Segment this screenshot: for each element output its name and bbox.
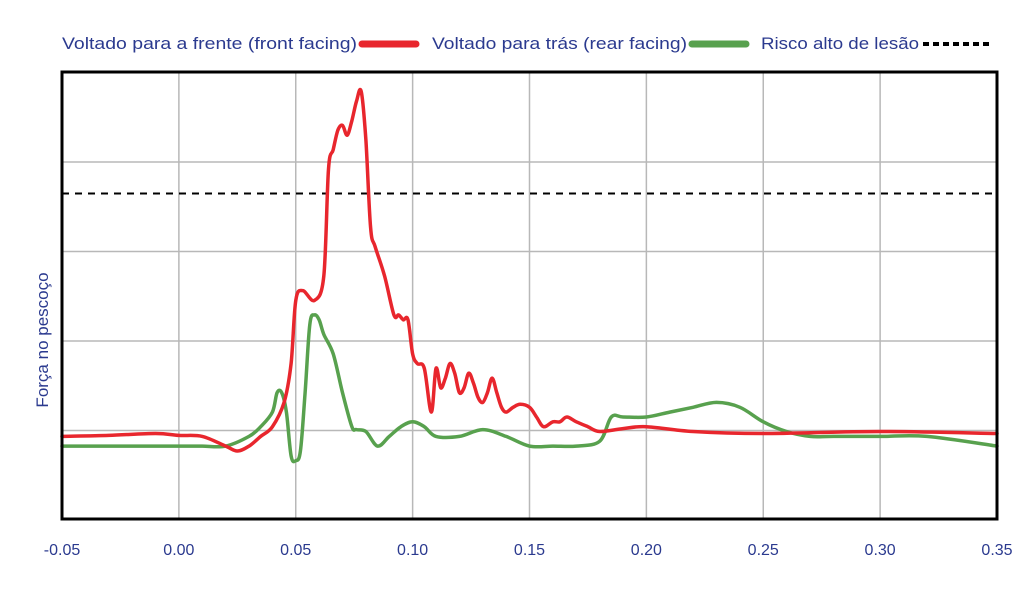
x-tick-label: 0.15	[514, 542, 545, 559]
x-tick-label: 0.20	[631, 542, 662, 559]
x-tick-label: 0.25	[748, 542, 779, 559]
legend-label: Risco alto de lesão	[761, 34, 919, 53]
x-tick-label: 0.00	[163, 542, 194, 559]
x-tick-label: 0.30	[865, 542, 896, 559]
front-facing-series-line	[60, 87, 999, 453]
rear-facing-series-line	[60, 313, 999, 464]
legend-item-2: Voltado para trás (rear facing)	[432, 34, 750, 53]
plot-border	[60, 70, 999, 521]
legend-item-1: Voltado para a frente (front facing)	[62, 34, 420, 53]
x-tick-label: 0.10	[397, 542, 428, 559]
x-tick-label: -0.05	[44, 542, 81, 559]
x-tick-labels: -0.05 0.00 0.05 0.10 0.15 0.20 0.25 0.30 0.35	[44, 542, 1013, 559]
y-axis-label: Força no pescoço	[33, 272, 52, 407]
legend-label: Voltado para a frente (front facing)	[62, 34, 357, 53]
series-group	[60, 87, 999, 464]
x-tick-label: 0.05	[280, 542, 311, 559]
x-tick-label: 0.35	[981, 542, 1012, 559]
legend-item-3: Risco alto de lesão	[761, 34, 993, 53]
legend-label: Voltado para trás (rear facing)	[432, 34, 687, 53]
legend: Voltado para a frente (front facing) Volt…	[62, 34, 993, 53]
